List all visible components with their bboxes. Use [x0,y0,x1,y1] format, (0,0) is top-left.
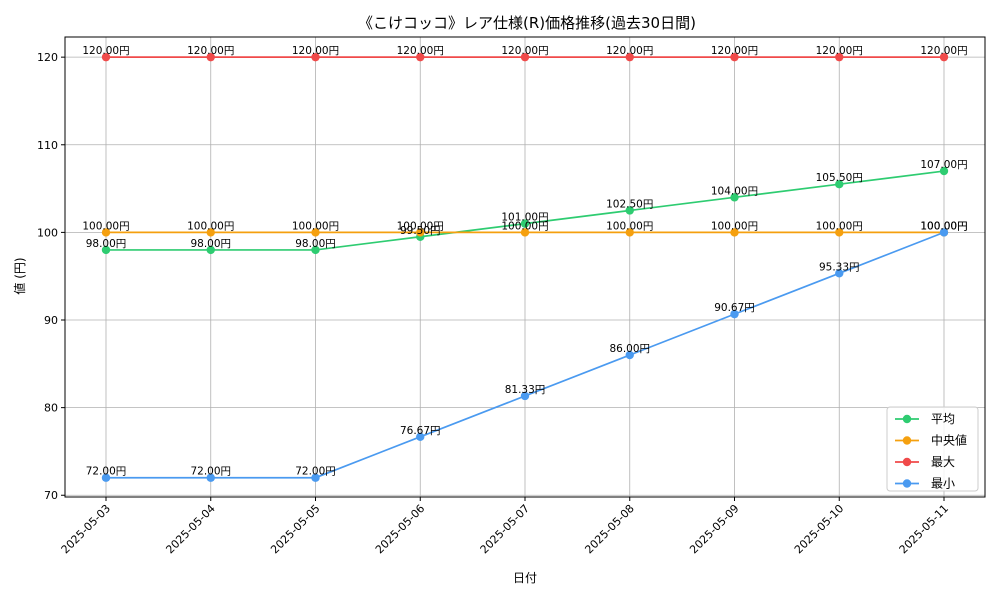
legend-marker [902,457,912,467]
data-point [206,245,215,255]
data-label: 104.00円 [711,185,758,197]
data-label: 120.00円 [816,45,863,57]
data-label: 100.00円 [82,220,129,232]
x-axis-label: 日付 [513,571,537,585]
y-tick-label: 110 [37,139,58,152]
data-point [835,52,844,62]
data-point [416,432,425,442]
data-label: 72.00円 [190,466,231,478]
data-point [520,391,530,401]
data-point [730,309,739,319]
data-point [206,473,215,482]
legend-entry: 平均 [931,412,955,426]
data-label: 100.00円 [606,220,653,232]
data-point [835,228,844,237]
data-label: 100.00円 [501,220,548,232]
data-label: 98.00円 [295,238,336,250]
legend-entry: 中央値 [931,433,967,448]
data-point [101,228,111,237]
data-point [835,180,844,189]
data-label: 98.00円 [86,238,127,250]
data-point [939,52,949,62]
data-point [625,206,634,215]
data-point [730,193,739,202]
y-axis-label: 値 (円) [12,257,27,294]
data-label: 120.00円 [82,45,129,57]
data-label: 100.00円 [187,220,234,232]
data-point [311,228,320,237]
data-point [311,245,320,255]
data-point [206,52,215,62]
y-tick-label: 100 [37,226,58,239]
data-label: 105.50円 [816,172,863,184]
data-point [416,228,425,237]
data-label: 120.00円 [606,45,653,57]
data-label: 81.33円 [505,384,546,396]
legend-marker [902,479,912,488]
data-label: 100.00円 [816,220,863,232]
data-label: 101.00円 [501,212,548,224]
data-point [835,269,844,278]
data-point [101,473,111,482]
data-point [625,350,634,360]
data-label: 98.00円 [190,238,231,250]
data-label: 120.00円 [292,45,339,57]
y-tick-label: 70 [44,489,58,502]
data-point [625,52,634,62]
legend-marker [902,436,912,445]
data-labels-layer: 98.00円 98.00円 98.00円 99.50円 101.00円 102.50円 10… [82,45,967,478]
y-tick-label: 80 [44,402,58,415]
data-label: 102.50円 [606,198,653,210]
legend-entry: 最小 [931,477,955,491]
data-label: 76.67円 [400,425,441,437]
data-label: 100.00円 [292,220,339,232]
data-point [311,473,320,482]
data-label: 120.00円 [711,45,758,57]
data-point [730,52,739,62]
data-label: 100.00円 [920,220,967,232]
data-label: 100.00円 [711,220,758,232]
y-tick-label: 90 [44,314,58,327]
data-label: 100.00円 [397,220,444,232]
data-point [311,52,320,62]
data-point [939,228,949,237]
data-label: 120.00円 [187,45,234,57]
legend-entry: 最大 [931,455,955,469]
series-layer [101,52,949,482]
data-point [101,52,111,62]
data-point [730,228,739,237]
data-label: 72.00円 [86,466,127,478]
data-label: 99.50円 [400,225,441,237]
data-label: 90.67円 [714,302,755,314]
data-point [520,228,530,237]
data-point [101,245,111,255]
legend-box [886,406,979,492]
data-label: 100.00円 [920,220,967,232]
data-point [416,52,425,62]
data-label: 107.00円 [920,159,967,171]
data-point [520,219,530,228]
data-point [625,228,634,237]
legend-marker [902,414,912,424]
data-label: 72.00円 [295,466,336,478]
data-label: 120.00円 [397,45,444,57]
data-point [939,166,949,176]
data-label: 120.00円 [920,45,967,57]
data-label: 95.33円 [819,261,860,273]
data-label: 86.00円 [609,343,650,355]
chart-title: 《こけコッコ》レア仕様(R)価格推移(過去30日間) [358,14,696,32]
y-tick-label: 120 [37,51,58,64]
data-label: 120.00円 [501,45,548,57]
data-point [206,228,215,237]
data-point [520,52,530,62]
